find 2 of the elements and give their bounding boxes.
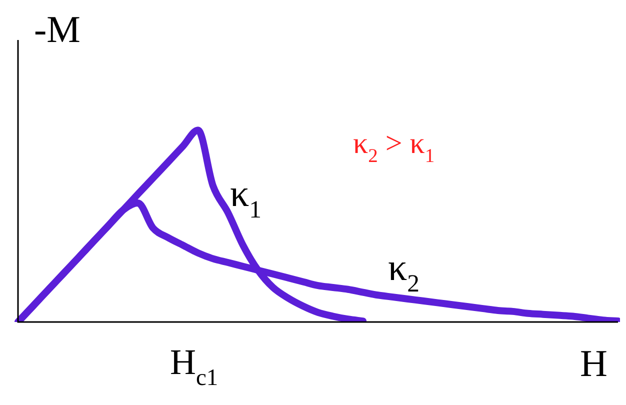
- x-axis-title: H: [580, 343, 608, 385]
- y-axis-title: -M: [34, 9, 80, 51]
